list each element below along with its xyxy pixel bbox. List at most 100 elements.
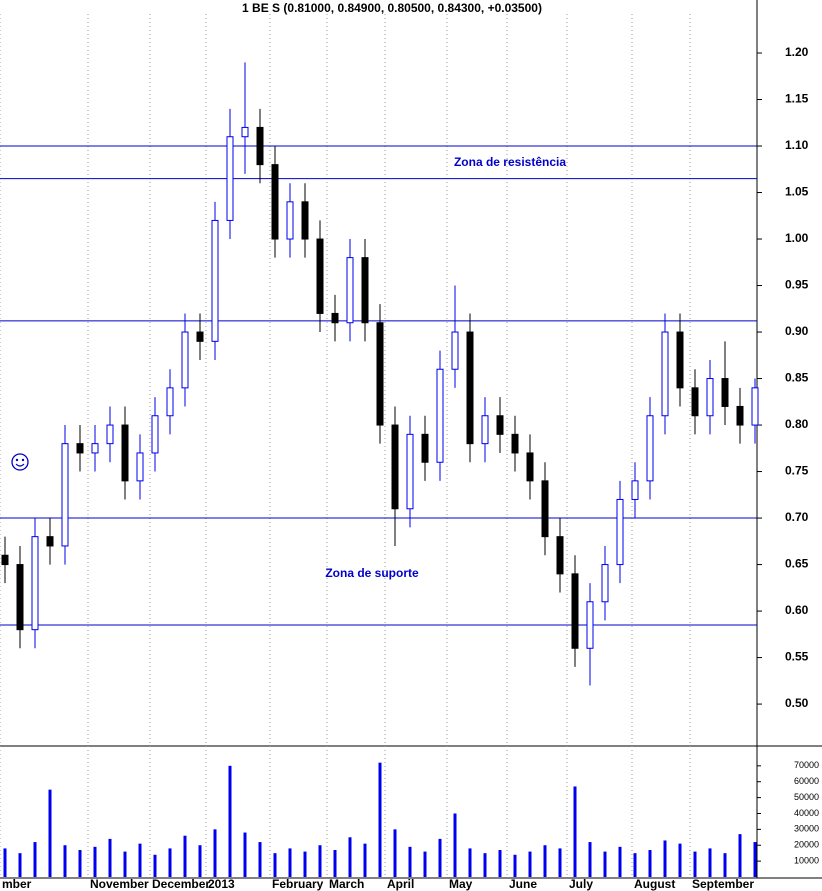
- volume-tick-label: 40000: [794, 808, 819, 818]
- candle-body: [46, 536, 54, 547]
- volume-bar: [498, 850, 502, 877]
- volume-tick-label: 20000: [794, 840, 819, 850]
- candle-body: [436, 368, 444, 463]
- y-tick-label: 1.05: [785, 185, 809, 199]
- volume-bar: [618, 846, 622, 877]
- volume-bar: [708, 848, 712, 877]
- volume-bar: [228, 765, 232, 877]
- volume-bar: [198, 845, 202, 877]
- volume-bar: [48, 789, 52, 877]
- x-tick-label: December: [152, 877, 210, 891]
- volume-bar: [528, 851, 532, 877]
- volume-bar: [183, 835, 187, 877]
- volume-tick-label: 70000: [794, 760, 819, 770]
- y-tick-label: 0.65: [785, 557, 809, 571]
- candle-body: [211, 219, 219, 342]
- y-tick-label: 0.90: [785, 324, 809, 338]
- y-tick-label: 0.60: [785, 603, 809, 617]
- y-tick-label: 0.85: [785, 371, 809, 385]
- volume-bar: [288, 848, 292, 877]
- candle-body: [541, 480, 549, 538]
- volume-bar: [468, 848, 472, 877]
- candle-body: [316, 238, 324, 314]
- y-tick-label: 0.75: [785, 464, 809, 478]
- y-tick-label: 1.20: [785, 45, 809, 59]
- volume-bar: [558, 848, 562, 877]
- volume-tick-label: 10000: [794, 855, 819, 865]
- volume-bar: [273, 853, 277, 877]
- candle-body: [511, 433, 519, 454]
- candle-body: [166, 387, 174, 417]
- candle-body: [571, 573, 579, 649]
- volume-bar: [18, 853, 22, 877]
- candle-body: [631, 480, 639, 500]
- volume-bar: [453, 813, 457, 877]
- volume-bar: [588, 842, 592, 877]
- candle-body: [616, 498, 624, 566]
- smiley: [11, 453, 29, 471]
- candle-body: [331, 312, 339, 324]
- volume-bar: [378, 762, 382, 877]
- candle-body: [391, 424, 399, 510]
- candle-body: [376, 322, 384, 426]
- volume-bar: [348, 837, 352, 877]
- candle-body: [31, 536, 39, 631]
- candle-body: [106, 424, 114, 445]
- candle-body: [466, 331, 474, 445]
- candle-body: [301, 201, 309, 240]
- x-tick-label: July: [569, 877, 593, 891]
- candle-body: [406, 433, 414, 510]
- candle-body: [286, 201, 294, 240]
- x-tick-label: November: [90, 877, 149, 891]
- candle-body: [16, 564, 24, 631]
- y-tick-label: 1.15: [785, 92, 809, 106]
- volume-bar: [543, 845, 547, 877]
- candle-body: [226, 136, 234, 221]
- x-tick-label: September: [692, 877, 754, 891]
- volume-bar: [648, 850, 652, 877]
- y-tick-label: 0.55: [785, 650, 809, 664]
- volume-tick-label: 60000: [794, 776, 819, 786]
- volume-bar: [363, 843, 367, 877]
- candle-body: [451, 331, 459, 370]
- volume-bar: [258, 842, 262, 877]
- candle-body: [691, 387, 699, 417]
- candle-body: [736, 405, 744, 426]
- volume-bar: [153, 854, 157, 877]
- candle-body: [256, 126, 264, 166]
- volume-bar: [318, 845, 322, 877]
- candle-body: [676, 331, 684, 389]
- candle-body: [76, 443, 84, 454]
- volume-bar: [3, 848, 7, 877]
- volume-bar: [663, 840, 667, 877]
- volume-bar: [513, 854, 517, 877]
- x-tick-label: April: [387, 877, 414, 891]
- volume-bar: [603, 851, 607, 877]
- candle-body: [121, 424, 129, 482]
- candle-body: [361, 257, 369, 324]
- y-tick-label: 1.10: [785, 138, 809, 152]
- volume-bar: [723, 853, 727, 877]
- volume-bar: [693, 851, 697, 877]
- candle-body: [181, 331, 189, 389]
- volume-bar: [423, 851, 427, 877]
- x-tick-label: May: [449, 877, 473, 891]
- candle-body: [526, 452, 534, 482]
- y-tick-label: 0.80: [785, 417, 809, 431]
- x-tick-label: mber: [2, 877, 32, 891]
- candle-body: [496, 415, 504, 435]
- volume-bar: [738, 834, 742, 877]
- volume-bar: [243, 832, 247, 877]
- y-tick-label: 0.70: [785, 510, 809, 524]
- volume-bar: [408, 846, 412, 877]
- volume-tick-label: 50000: [794, 792, 819, 802]
- volume-bar: [213, 829, 217, 877]
- candle-body: [721, 378, 729, 407]
- candle-body: [556, 536, 564, 575]
- volume-bar: [333, 850, 337, 877]
- volume-bar: [123, 851, 127, 877]
- volume-bar: [63, 845, 67, 877]
- y-tick-label: 0.95: [785, 278, 809, 292]
- volume-bar: [78, 850, 82, 877]
